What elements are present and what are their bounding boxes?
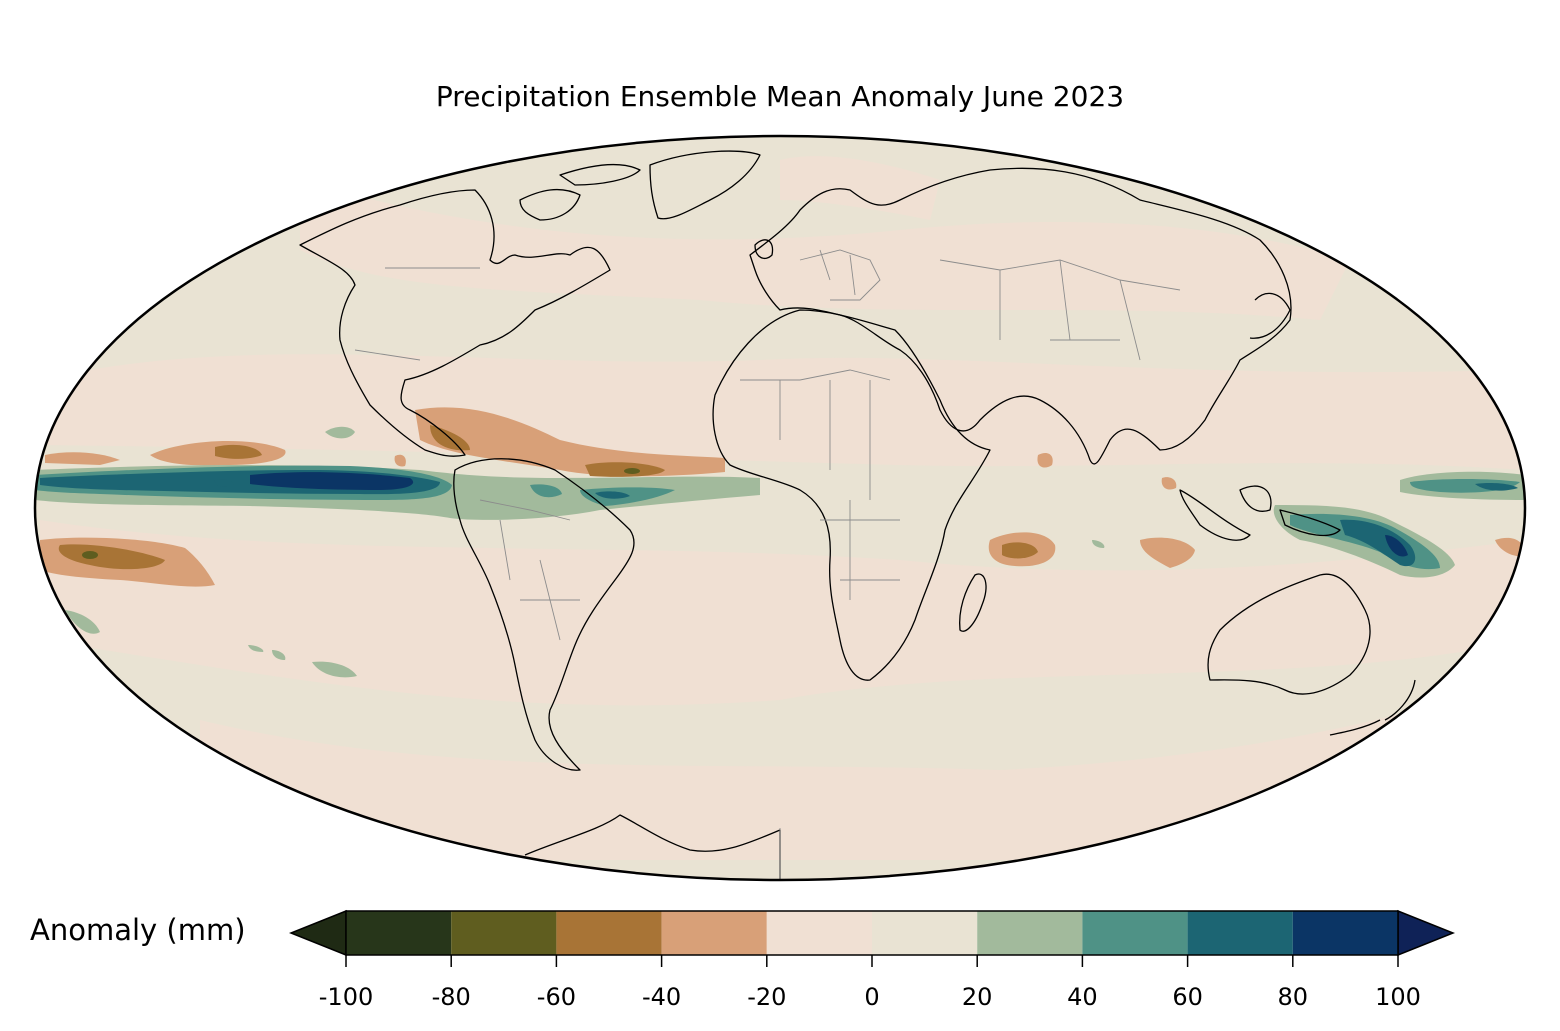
anomaly-region-dry-moderate [45,452,120,465]
anomaly-region-dry-light [200,700,1450,860]
coastline-antarctica [524,814,781,880]
anomaly-region-wet-strong [595,491,630,499]
anomaly-region-dry-moderate [394,454,406,467]
colorbar-bin [1187,911,1293,955]
borders-europe [799,249,881,301]
anomaly-region-wet-light [248,645,264,652]
colorbar-tick-label: -40 [641,983,682,1011]
coastline-indonesia [1179,485,1341,541]
anomaly-region-wet-medium [530,484,562,498]
coastlines [299,150,1416,880]
anomaly-region-dry-strong [215,444,262,459]
globe-background [35,136,1525,880]
coastline-south-america [453,458,635,771]
anomaly-region-dry-very-strong [624,468,640,474]
colorbar-bin [977,911,1083,955]
anomaly-region-wet-light [65,610,100,634]
coastline-australia [1207,573,1371,695]
colorbar-extend-low [288,909,347,957]
globe-outline [33,134,1527,882]
anomaly-region-wet-very-strong [250,472,414,490]
colorbar-bin [556,911,662,955]
map-title: Precipitation Ensemble Mean Anomaly June… [435,80,1125,113]
colorbar [288,909,1456,967]
coastline-new-zealand [1329,679,1416,736]
anomaly-region-dry-light [40,520,1525,706]
anomaly-region-dry-moderate [1140,537,1195,568]
colorbar-tick-label: 0 [864,983,880,1011]
anomaly-region-wet-light [312,661,357,678]
colorbar-tick-label: 20 [961,983,993,1011]
anomaly-region-wet-strong [1340,519,1416,567]
anomaly-field [35,156,1525,860]
colorbar-tick-label: 80 [1277,983,1309,1011]
colorbar-bin [661,911,767,955]
anomaly-region-wet-very-strong [1385,535,1408,557]
coastline-africa [712,309,991,681]
anomaly-region-dry-strong [58,544,165,570]
coastline-north-america [299,189,611,457]
anomaly-region-dry-light [780,156,940,220]
anomaly-region-dry-moderate [1161,477,1177,490]
colorbar-tick-label: -60 [536,983,576,1011]
colorbar-bin [346,911,452,955]
colorbar-tick-label: 100 [1375,983,1421,1011]
colorbar-bin [451,911,557,955]
coastline-madagascar [959,573,987,632]
colorbar-bin [872,911,978,955]
borders-asia [939,259,1181,361]
country-borders [354,249,1181,880]
coastline-greenland [649,150,761,220]
colorbar-bin [1292,911,1398,955]
colorbar-tick-label: 40 [1067,983,1098,1011]
colorbar-tick-label: -80 [431,983,471,1011]
anomaly-region-dry-light [300,180,1350,320]
colorbar-bin [766,911,872,955]
coastline-britain [754,239,774,259]
anomaly-region-wet-light [272,650,286,660]
borders-africa [740,369,900,600]
colorbar-tick-label: -20 [747,983,787,1011]
anomaly-region-dry-moderate [1495,537,1525,557]
coastline-japan [1249,292,1291,339]
anomaly-region-wet-light [325,426,355,439]
borders-south-america [479,499,580,641]
colorbar-tick-label: 60 [1172,983,1203,1011]
anomaly-region-wet-strong [214,479,234,487]
colorbar-bin [1082,911,1188,955]
colorbar-tick-label: -100 [318,983,374,1011]
anomaly-region-dry-very-strong [82,551,98,559]
coastline-arctic-islands [519,163,641,221]
anomaly-region-wet-strong [1475,483,1518,491]
colorbar-extend-high [1397,909,1456,957]
colorbar-label: Anomaly (mm) [30,913,246,947]
border-us-mexico [354,349,421,361]
anomaly-region-dry-moderate [1037,453,1053,468]
anomaly-region-dry-strong [1002,542,1038,559]
anomaly-region-wet-light [1092,540,1105,548]
coastline-eurasia [749,167,1292,465]
